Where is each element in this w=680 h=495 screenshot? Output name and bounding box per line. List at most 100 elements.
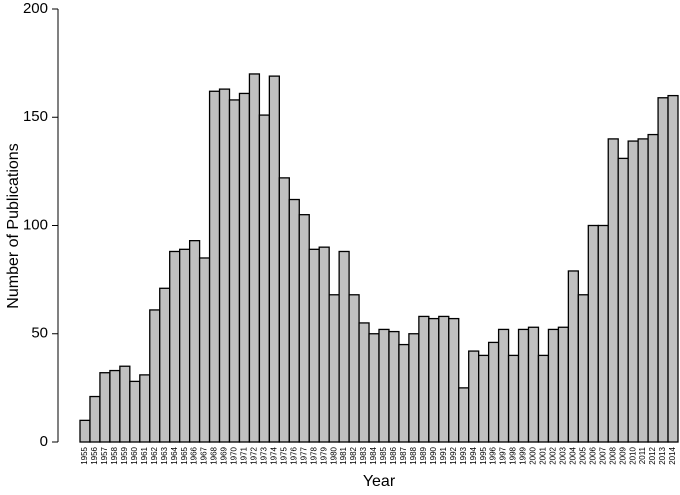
bar: [408, 333, 420, 443]
x-tick-label: 1978: [309, 446, 318, 464]
x-tick-label: 2004: [568, 446, 577, 464]
x-tick-label: 2000: [529, 446, 538, 464]
x-tick-label: 1995: [479, 446, 488, 464]
x-tick-label: 1956: [90, 446, 99, 464]
x-tick-label: 2011: [638, 446, 647, 464]
x-tick-label: 1996: [489, 446, 498, 464]
x-tick-label: 1960: [130, 446, 139, 464]
bar: [238, 92, 251, 443]
bar: [228, 99, 241, 443]
x-tick-label: 1988: [409, 446, 418, 464]
y-axis-label: Number of Publications: [5, 143, 22, 308]
bar: [119, 365, 131, 443]
bar: [468, 350, 480, 443]
bar: [288, 198, 300, 443]
y-tick-label: 100: [23, 216, 48, 233]
x-tick-label: 2009: [618, 446, 627, 464]
bar: [169, 250, 181, 443]
x-tick-label: 2005: [578, 446, 587, 464]
bar: [537, 354, 550, 443]
bar: [438, 315, 450, 443]
x-tick-label: 1965: [180, 446, 189, 464]
x-tick-label: 1959: [120, 446, 129, 464]
y-tick-label: 200: [23, 0, 48, 17]
x-tick-label: 2007: [598, 446, 607, 464]
x-tick-label: 1993: [459, 446, 468, 464]
x-tick-label: 1990: [429, 446, 438, 464]
x-tick-label: 1973: [259, 446, 268, 464]
bar: [208, 90, 221, 443]
x-tick-label: 1983: [359, 446, 368, 464]
bar: [507, 354, 520, 443]
bar: [338, 250, 350, 443]
bar: [487, 341, 500, 443]
bar: [497, 328, 510, 443]
bar: [179, 248, 191, 443]
x-tick-label: 1999: [519, 446, 528, 464]
x-tick-label: 1955: [80, 446, 89, 464]
bar: [637, 138, 649, 443]
bar: [378, 328, 390, 443]
bar: [527, 326, 540, 443]
bar: [248, 73, 261, 443]
x-tick-label: 1979: [319, 446, 328, 464]
x-tick-label: 2008: [608, 446, 617, 464]
bar: [388, 330, 400, 443]
x-tick-label: 1957: [100, 446, 109, 464]
bar: [647, 133, 659, 443]
x-tick-label: 1975: [279, 446, 288, 464]
bar: [607, 138, 619, 443]
y-tick-label: 50: [31, 325, 48, 342]
bar: [149, 309, 161, 443]
x-tick-label: 2013: [658, 446, 667, 464]
bar: [109, 369, 121, 443]
bar: [368, 333, 380, 443]
y-tick-label: 150: [23, 108, 48, 125]
bar: [159, 287, 171, 443]
bar: [278, 177, 290, 443]
x-tick-label: 1984: [369, 446, 378, 464]
bar: [517, 328, 530, 443]
x-tick-label: 1976: [289, 446, 298, 464]
bar: [139, 374, 151, 443]
x-tick-label: 2014: [668, 446, 677, 464]
bar: [268, 75, 280, 443]
bar: [567, 270, 579, 443]
x-tick-label: 1987: [399, 446, 408, 464]
x-tick-label: 1994: [469, 446, 478, 464]
x-tick-label: 2002: [549, 446, 558, 464]
bar: [129, 380, 141, 443]
bar: [458, 387, 470, 443]
bar: [577, 294, 589, 443]
bar: [627, 140, 639, 443]
x-tick-label: 2010: [628, 446, 637, 464]
bar: [188, 240, 201, 443]
x-tick-label: 1958: [110, 446, 119, 464]
x-tick-label: 1991: [439, 446, 448, 464]
bar: [448, 317, 460, 443]
bar: [348, 294, 360, 443]
bar: [597, 224, 609, 443]
bar: [318, 246, 330, 443]
x-tick-label: 1985: [379, 446, 388, 464]
bar: [328, 294, 340, 443]
bar: [258, 114, 271, 443]
x-tick-label: 2012: [648, 446, 657, 464]
bar: [79, 419, 91, 443]
x-tick-label: 1970: [230, 446, 239, 464]
bar: [218, 88, 231, 443]
bar: [547, 328, 560, 443]
bar: [198, 257, 211, 443]
bar: [478, 354, 490, 443]
x-tick-label: 1974: [269, 446, 278, 464]
x-tick-label: 1968: [210, 446, 219, 464]
x-tick-label: 1967: [200, 446, 209, 464]
x-tick-label: 1963: [160, 446, 169, 464]
x-tick-label: 1998: [509, 446, 518, 464]
x-tick-label: 1972: [250, 446, 259, 464]
bar: [418, 315, 430, 443]
y-tick-label: 0: [40, 433, 48, 450]
bar: [358, 322, 370, 443]
bar: [557, 326, 570, 443]
